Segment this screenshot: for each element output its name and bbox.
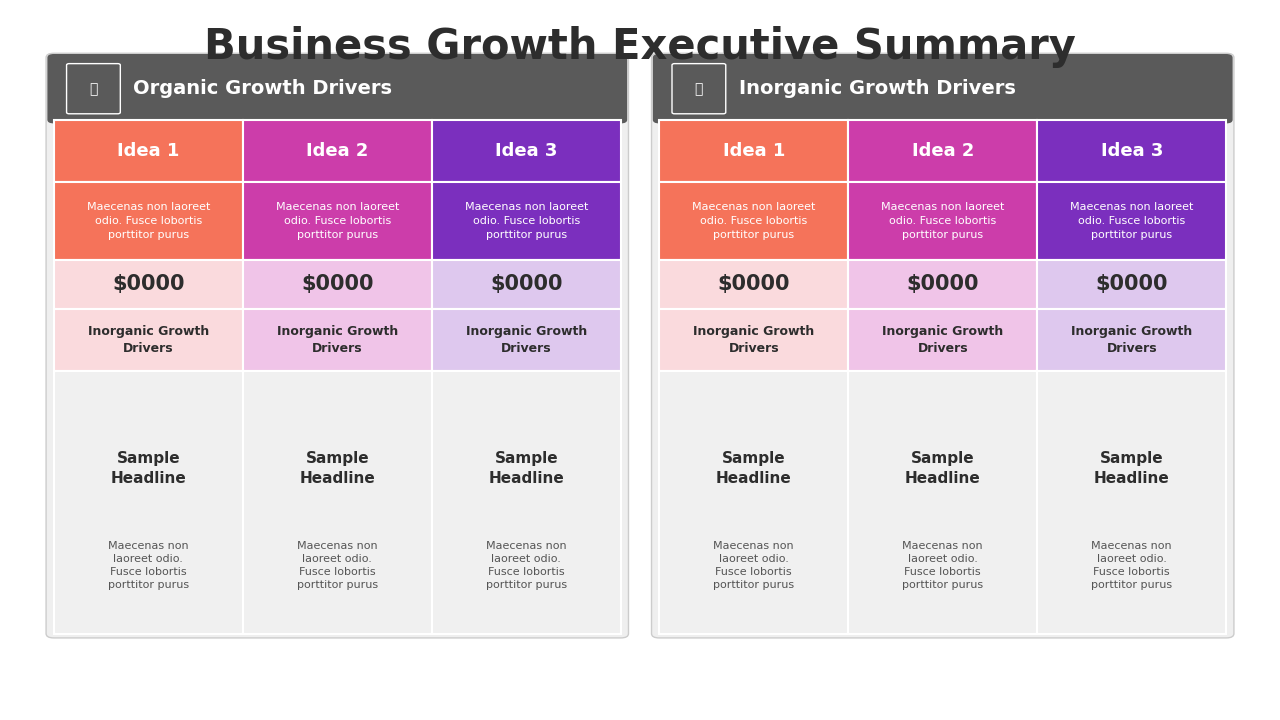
Bar [659,260,849,309]
Text: Maecenas non laoreet
odio. Fusce lobortis
porttitor purus: Maecenas non laoreet odio. Fusce loborti… [465,202,588,240]
Text: Sample
Headline: Sample Headline [300,451,375,485]
Bar [54,182,243,260]
Text: Business Growth Executive Summary: Business Growth Executive Summary [204,26,1076,68]
Bar [54,309,243,371]
Bar [54,371,243,634]
Text: Idea 2: Idea 2 [306,142,369,160]
Bar [243,120,431,182]
Bar [849,371,1037,634]
Bar [659,120,849,182]
Text: Inorganic Growth
Drivers: Inorganic Growth Drivers [692,325,814,355]
Bar [431,120,621,182]
Bar [849,182,1037,260]
Bar [1037,120,1226,182]
Bar [243,309,431,371]
Text: Maecenas non laoreet
odio. Fusce lobortis
porttitor purus: Maecenas non laoreet odio. Fusce loborti… [1070,202,1193,240]
Text: Maecenas non laoreet
odio. Fusce lobortis
porttitor purus: Maecenas non laoreet odio. Fusce loborti… [881,202,1005,240]
Text: Idea 1: Idea 1 [722,142,785,160]
Text: $0000: $0000 [113,274,184,294]
Bar [849,309,1037,371]
Bar [54,120,243,182]
Bar [243,260,431,309]
Bar [431,309,621,371]
Text: Maecenas non
laoreet odio.
Fusce lobortis
porttitor purus: Maecenas non laoreet odio. Fusce loborti… [902,541,983,590]
Text: Idea 3: Idea 3 [495,142,558,160]
Bar [1037,260,1226,309]
FancyBboxPatch shape [46,53,628,638]
Text: Idea 3: Idea 3 [1101,142,1164,160]
Text: $0000: $0000 [1096,274,1167,294]
Bar [1037,371,1226,634]
Text: Organic Growth Drivers: Organic Growth Drivers [133,79,392,98]
Bar [659,371,849,634]
Text: Maecenas non
laoreet odio.
Fusce lobortis
porttitor purus: Maecenas non laoreet odio. Fusce loborti… [485,541,567,590]
Bar [54,260,243,309]
Text: Inorganic Growth
Drivers: Inorganic Growth Drivers [466,325,588,355]
Bar [431,371,621,634]
Text: Sample
Headline: Sample Headline [716,451,791,485]
Bar [1037,309,1226,371]
Text: $0000: $0000 [906,274,979,294]
Text: Maecenas non
laoreet odio.
Fusce lobortis
porttitor purus: Maecenas non laoreet odio. Fusce loborti… [1091,541,1172,590]
Text: Maecenas non laoreet
odio. Fusce lobortis
porttitor purus: Maecenas non laoreet odio. Fusce loborti… [692,202,815,240]
Text: $0000: $0000 [718,274,790,294]
Text: $0000: $0000 [490,274,562,294]
Bar [849,120,1037,182]
Bar [1037,182,1226,260]
FancyBboxPatch shape [47,54,627,123]
Text: Inorganic Growth
Drivers: Inorganic Growth Drivers [1071,325,1193,355]
Text: Inorganic Growth
Drivers: Inorganic Growth Drivers [882,325,1004,355]
Text: $0000: $0000 [301,274,374,294]
Text: Idea 1: Idea 1 [116,142,179,160]
Text: Idea 2: Idea 2 [911,142,974,160]
Text: Maecenas non laoreet
odio. Fusce lobortis
porttitor purus: Maecenas non laoreet odio. Fusce loborti… [87,202,210,240]
Bar [659,309,849,371]
FancyBboxPatch shape [652,53,1234,638]
Bar [243,371,431,634]
Bar [243,182,431,260]
Text: Maecenas non
laoreet odio.
Fusce lobortis
porttitor purus: Maecenas non laoreet odio. Fusce loborti… [713,541,795,590]
FancyBboxPatch shape [653,54,1233,123]
Text: Maecenas non
laoreet odio.
Fusce lobortis
porttitor purus: Maecenas non laoreet odio. Fusce loborti… [108,541,189,590]
Text: Inorganic Growth
Drivers: Inorganic Growth Drivers [87,325,209,355]
Bar [659,182,849,260]
Bar [431,182,621,260]
Text: Sample
Headline: Sample Headline [905,451,980,485]
Bar [849,260,1037,309]
Text: Inorganic Growth Drivers: Inorganic Growth Drivers [739,79,1015,98]
Text: Maecenas non
laoreet odio.
Fusce lobortis
porttitor purus: Maecenas non laoreet odio. Fusce loborti… [297,541,378,590]
Bar [431,260,621,309]
Text: Sample
Headline: Sample Headline [110,451,186,485]
Text: 📊: 📊 [695,81,703,96]
Text: Maecenas non laoreet
odio. Fusce lobortis
porttitor purus: Maecenas non laoreet odio. Fusce loborti… [275,202,399,240]
Text: Sample
Headline: Sample Headline [489,451,564,485]
Text: Sample
Headline: Sample Headline [1094,451,1170,485]
Text: Inorganic Growth
Drivers: Inorganic Growth Drivers [276,325,398,355]
Text: 🌿: 🌿 [90,81,97,96]
